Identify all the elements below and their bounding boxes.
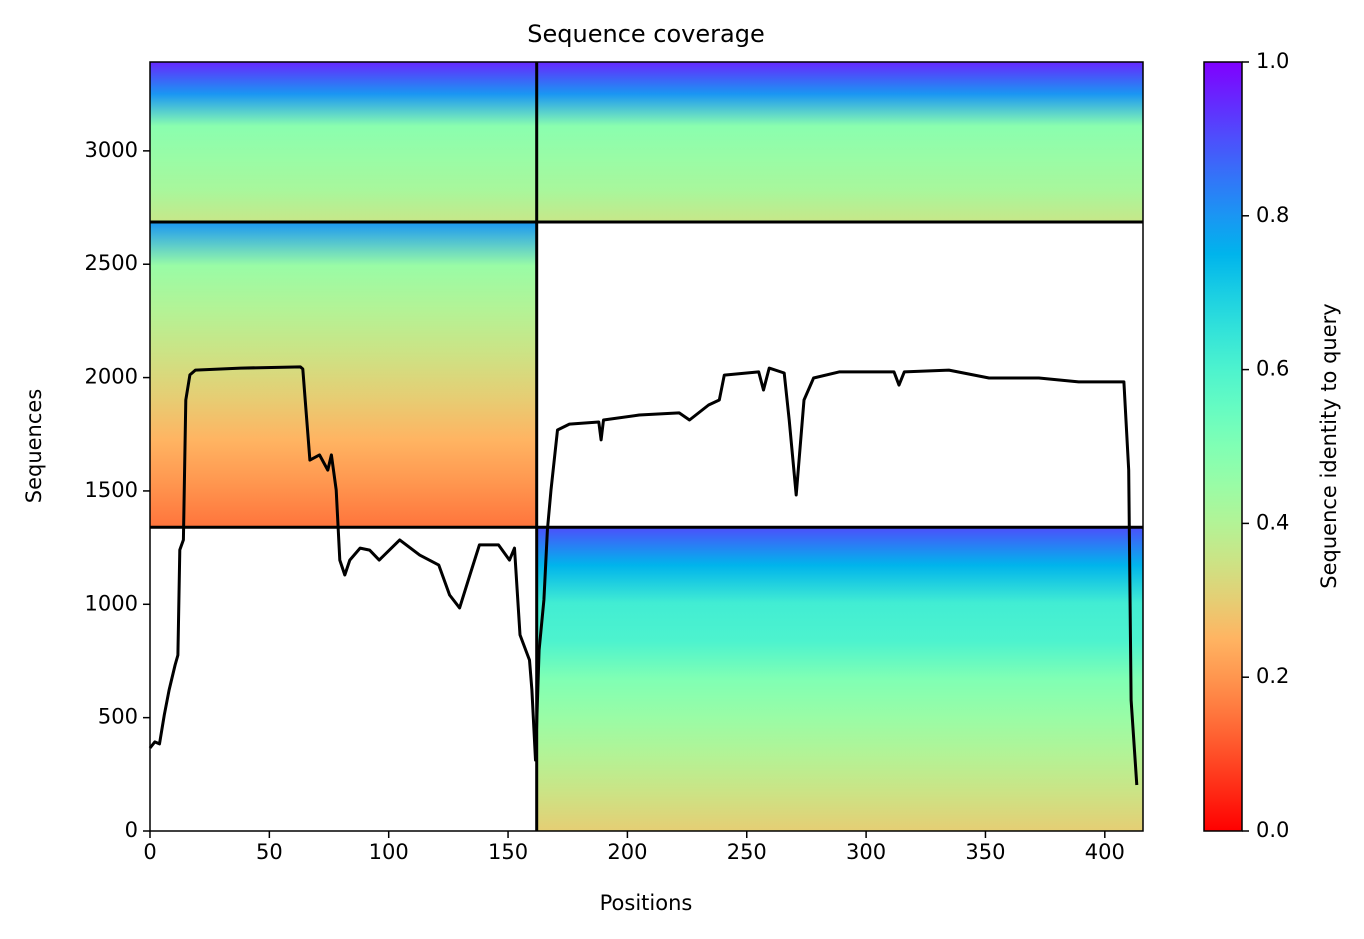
y-tick-label: 2500	[85, 251, 138, 275]
x-tick-label: 350	[965, 840, 1005, 864]
x-tick-label: 300	[846, 840, 886, 864]
y-tick-label: 500	[98, 705, 138, 729]
colorbar	[1203, 61, 1243, 832]
msa-block	[536, 527, 1143, 831]
y-tick-label: 1500	[85, 478, 138, 502]
colorbar-label: Sequence identity to query	[1317, 303, 1341, 588]
x-tick-label: 400	[1085, 840, 1125, 864]
plot-frame	[149, 61, 1144, 832]
colorbar-tick-label: 0.4	[1256, 510, 1289, 534]
y-tick-label: 2000	[85, 365, 138, 389]
colorbar-tick-label: 0.0	[1256, 818, 1289, 842]
x-tick-label: 50	[256, 840, 283, 864]
y-tick-label: 3000	[85, 138, 138, 162]
y-axis-label: Sequences	[22, 389, 46, 504]
x-tick-label: 150	[488, 840, 528, 864]
colorbar-tick-label: 0.2	[1256, 664, 1289, 688]
x-tick-label: 0	[143, 840, 156, 864]
y-tick-label: 1000	[85, 591, 138, 615]
y-tick-label: 0	[125, 818, 138, 842]
chart-title: Sequence coverage	[527, 20, 764, 48]
x-tick-label: 200	[607, 840, 647, 864]
x-tick-label: 100	[369, 840, 409, 864]
colorbar-tick-label: 0.6	[1256, 357, 1289, 381]
colorbar-tick-label: 1.0	[1256, 49, 1289, 73]
colorbar-tick-label: 0.8	[1256, 203, 1289, 227]
x-tick-label: 250	[727, 840, 767, 864]
msa-block	[150, 222, 537, 528]
x-axis-label: Positions	[600, 891, 693, 915]
coverage-line	[148, 365, 1139, 786]
msa-block	[150, 62, 537, 223]
msa-block	[536, 62, 1143, 223]
